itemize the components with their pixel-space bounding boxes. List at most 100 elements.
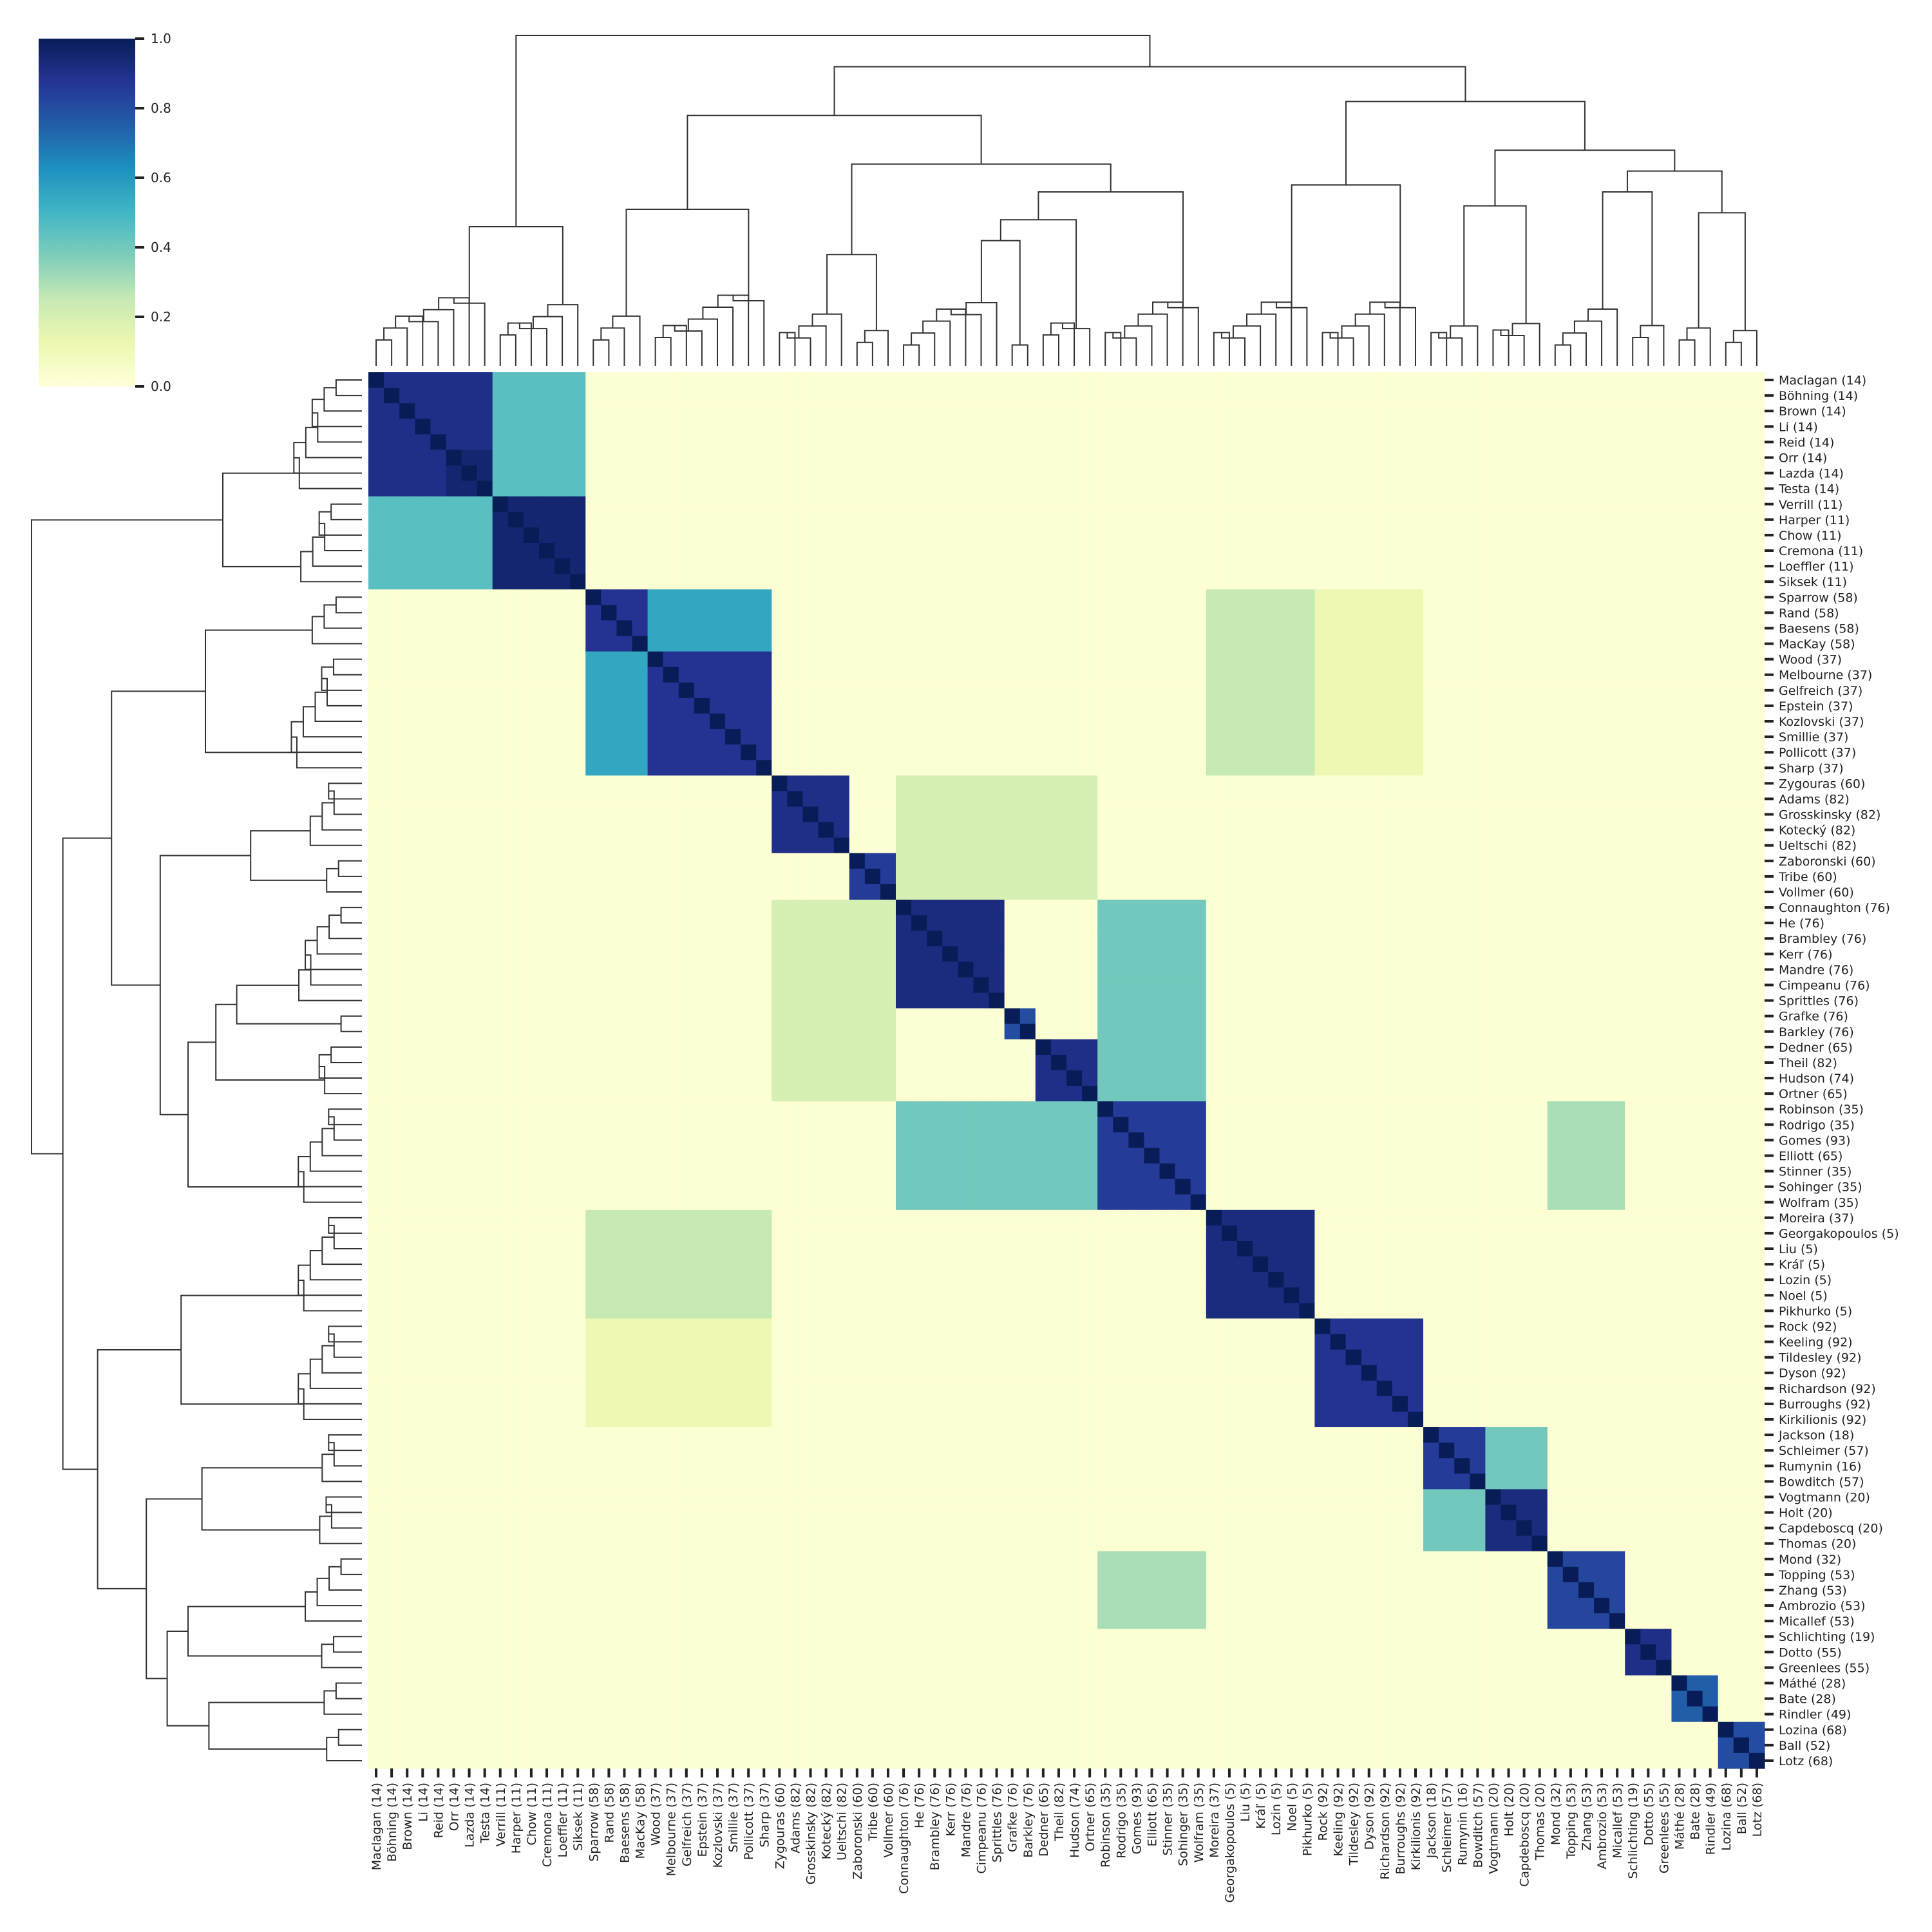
heatmap-cell (1702, 837, 1719, 854)
heatmap-cell (507, 605, 524, 621)
heatmap-cell (725, 760, 741, 776)
heatmap-cell (1128, 419, 1145, 435)
heatmap-cell (1050, 1163, 1067, 1180)
heatmap-cell (477, 1101, 493, 1117)
heatmap-cell (1097, 511, 1113, 528)
heatmap-cell (1175, 1117, 1191, 1133)
heatmap-cell (399, 636, 415, 652)
heatmap-cell (1578, 1070, 1595, 1086)
heatmap-cell (1702, 450, 1719, 466)
heatmap-cell (864, 697, 881, 714)
heatmap-cell (601, 1163, 618, 1180)
dendrogram-link (1678, 339, 1696, 366)
heatmap-cell (802, 1039, 819, 1056)
heatmap-cell (1206, 667, 1222, 683)
heatmap-cell (384, 729, 400, 745)
heatmap-cell (1314, 480, 1331, 497)
heatmap-cell (1190, 682, 1207, 699)
heatmap-cell (864, 791, 881, 808)
heatmap-cell (1082, 868, 1098, 885)
heatmap-cell (1097, 1148, 1113, 1164)
heatmap-cell (678, 775, 695, 791)
heatmap-cell (1097, 961, 1113, 978)
heatmap-cell (694, 806, 710, 823)
heatmap-cell (1361, 697, 1378, 714)
heatmap-cell (1376, 915, 1393, 931)
heatmap-cell (1376, 992, 1393, 1009)
heatmap-cell (430, 931, 447, 947)
heatmap-cell (989, 605, 1005, 621)
heatmap-cell (973, 946, 990, 962)
heatmap-cell (1361, 775, 1378, 791)
heatmap-cell (538, 1070, 555, 1086)
heatmap-cell (1004, 388, 1021, 404)
heatmap-cell (927, 1101, 943, 1117)
heatmap-cell (1702, 1039, 1719, 1056)
heatmap-cell (585, 1023, 601, 1040)
heatmap-cell (1578, 527, 1595, 544)
heatmap-cell (880, 1179, 896, 1195)
heatmap-cell (725, 1148, 741, 1164)
heatmap-cell (1253, 697, 1269, 714)
heatmap-cell (1702, 961, 1719, 978)
heatmap-cell (1687, 667, 1703, 683)
heatmap-cell (973, 1039, 990, 1056)
heatmap-cell (1159, 931, 1176, 947)
heatmap-cell (1330, 900, 1347, 916)
heatmap-cell (1236, 915, 1253, 931)
heatmap-cell (973, 977, 990, 994)
heatmap-cell (1175, 388, 1191, 404)
heatmap-cell (989, 1163, 1005, 1180)
heatmap-cell (896, 744, 912, 761)
heatmap-cell (1733, 791, 1750, 808)
heatmap-cell (1097, 1163, 1113, 1180)
heatmap-cell (1299, 403, 1316, 419)
heatmap-cell (554, 729, 571, 745)
heatmap-cell (989, 1008, 1005, 1025)
heatmap-cell (1609, 961, 1625, 978)
heatmap-cell (1175, 977, 1191, 994)
heatmap-cell (1625, 760, 1641, 776)
heatmap-cell (523, 760, 540, 776)
heatmap-cell (896, 682, 912, 699)
heatmap-cell (1609, 574, 1625, 590)
heatmap-cell (1687, 465, 1703, 482)
heatmap-cell (1082, 682, 1098, 699)
heatmap-cell (601, 992, 618, 1009)
dendrogram-link (62, 837, 112, 1470)
heatmap-cell (896, 434, 912, 451)
heatmap-cell (756, 511, 772, 528)
heatmap-cell (880, 589, 896, 605)
heatmap-cell (1733, 946, 1750, 962)
heatmap-cell (1392, 403, 1408, 419)
heatmap-cell (1407, 434, 1424, 451)
heatmap-cell (492, 822, 509, 838)
heatmap-cell (477, 480, 493, 497)
heatmap-cell (833, 636, 850, 652)
heatmap-cell (538, 884, 555, 900)
heatmap-cell (1299, 822, 1316, 838)
heatmap-cell (756, 1039, 772, 1056)
heatmap-cell (927, 946, 943, 962)
heatmap-cell (1206, 744, 1222, 761)
heatmap-cell (1283, 450, 1300, 466)
dendrogram-link (208, 1701, 327, 1750)
heatmap-cell (741, 403, 757, 419)
heatmap-cell (958, 605, 974, 621)
heatmap-cell (942, 542, 958, 559)
heatmap-cell (1671, 419, 1688, 435)
heatmap-cell (1656, 450, 1672, 466)
heatmap-cell (616, 837, 633, 854)
heatmap-cell (1050, 1148, 1067, 1164)
heatmap-cell (1392, 1179, 1408, 1195)
heatmap-cell (864, 900, 881, 916)
heatmap-cell (787, 868, 804, 885)
heatmap-cell (1687, 1148, 1703, 1164)
heatmap-cell (585, 1179, 601, 1195)
heatmap-cell (864, 636, 881, 652)
heatmap-cell (507, 1054, 524, 1071)
heatmap-cell (973, 450, 990, 466)
heatmap-cell (1253, 496, 1269, 513)
heatmap-cell (1640, 388, 1656, 404)
heatmap-cell (1283, 589, 1300, 605)
